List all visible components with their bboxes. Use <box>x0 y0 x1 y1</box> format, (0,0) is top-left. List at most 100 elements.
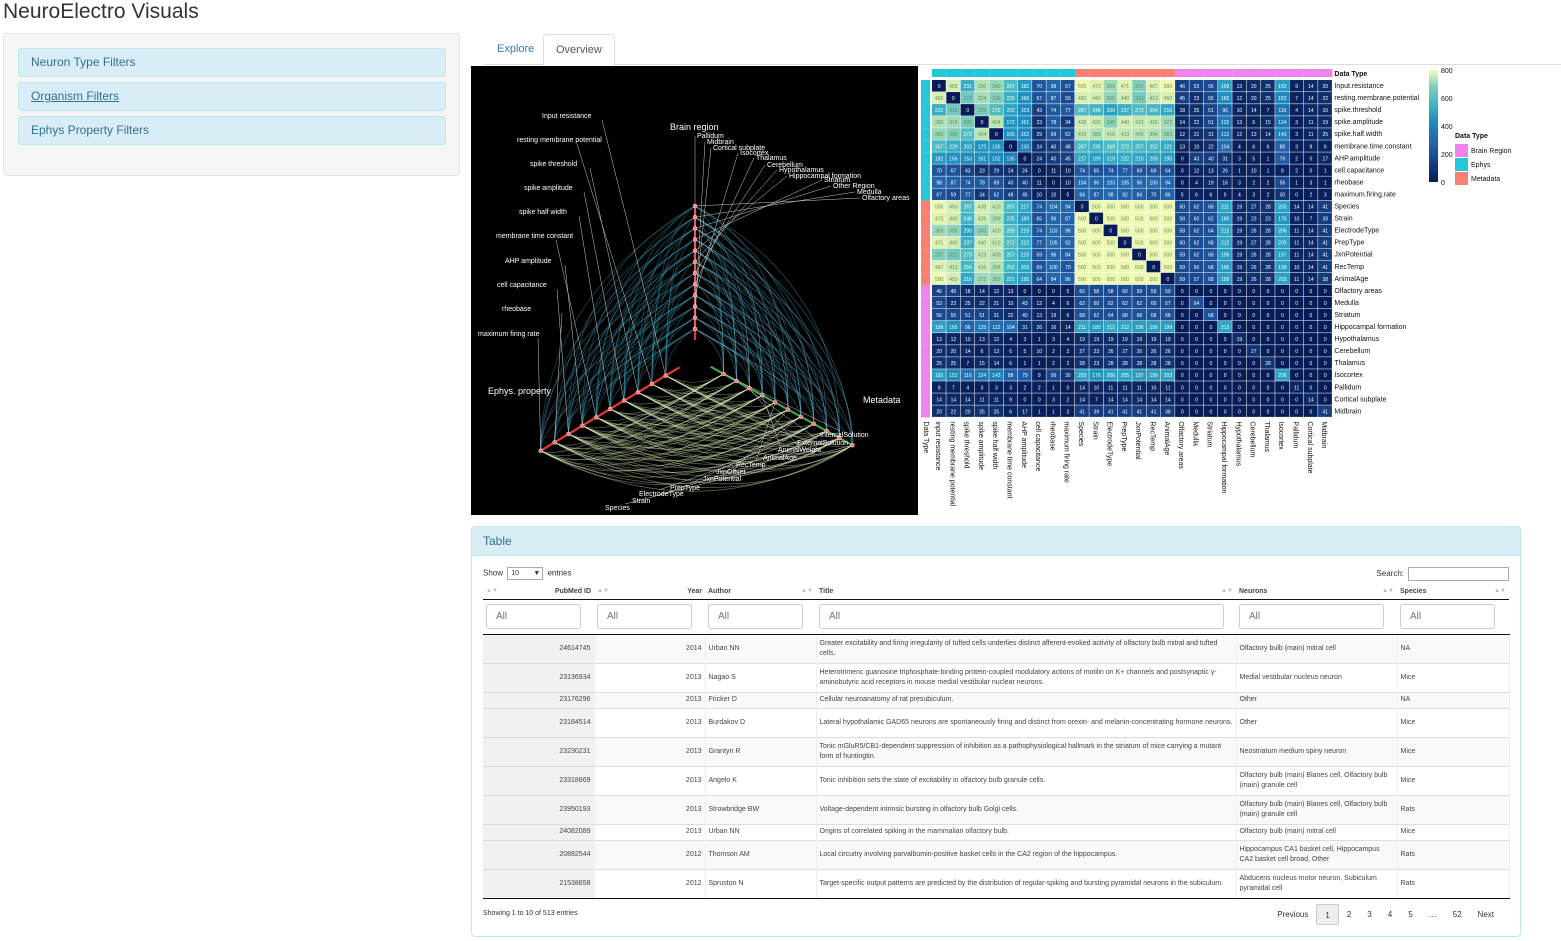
heatmap-cell-value: 195 <box>1021 277 1030 283</box>
heatmap-cell <box>1232 296 1247 309</box>
pager-page-2[interactable]: 2 <box>1346 910 1352 919</box>
heatmap-cell-value: 221 <box>1164 144 1173 150</box>
pager-previous[interactable]: Previous <box>1277 910 1309 919</box>
heatmap-cell <box>1175 260 1189 273</box>
column-header-pubmed-id[interactable]: ▲▼ PubMed ID <box>483 585 594 600</box>
pager-page-1[interactable]: 1 <box>1316 904 1339 925</box>
table-row[interactable]: 24082089 2013 Urban NN Origins of correlate… <box>483 823 1510 840</box>
heatmap-cell <box>1232 284 1247 297</box>
heatmap-cell <box>1175 140 1189 152</box>
hive-edge <box>554 328 696 443</box>
tab-explore[interactable]: Explore <box>497 43 535 55</box>
hive-edge <box>540 409 789 472</box>
heatmap-cell <box>1218 224 1232 237</box>
heatmap-cell-value: 196 <box>1221 265 1230 271</box>
pager-page-3[interactable]: 3 <box>1367 910 1372 919</box>
heatmap-column-label: Cortical subplate <box>1306 421 1313 473</box>
heatmap-cell <box>974 405 989 417</box>
heatmap-cell-value: 455 <box>935 96 944 102</box>
heatmap-cell <box>1046 176 1061 188</box>
table-row[interactable]: 23176296 2013 Fricker D Cellular neuroanato… <box>483 691 1510 708</box>
pubmed-id-cell: 23136934 <box>483 662 595 692</box>
table-row[interactable]: 24614745 2014 Urban NN Greater excitability… <box>483 633 1510 663</box>
filter-neurons[interactable] <box>1239 604 1384 629</box>
heatmap-cell-value: 471 <box>935 241 944 247</box>
heatmap-cell <box>1232 308 1247 321</box>
heatmap-cell-value: 500 <box>1149 241 1158 247</box>
heatmap-cell-value: 471 <box>1121 84 1130 90</box>
table-row[interactable]: 23136934 2013 Nagao S Heterotrimeric guanos… <box>483 662 1510 692</box>
table-row[interactable]: 23950193 2013 Strowbridge BW Voltage-depend… <box>483 794 1510 824</box>
filter-year[interactable] <box>597 604 692 629</box>
ephys-property-filters[interactable]: Ephys Property Filters <box>18 116 446 145</box>
heatmap-cell <box>932 164 946 176</box>
hive-edge <box>694 306 802 417</box>
heatmap-cell-value: 74 <box>1108 168 1114 174</box>
pager-page-5[interactable]: 5 <box>1408 910 1413 919</box>
heatmap-column-label: JxnPotential <box>1134 421 1141 460</box>
column-header-title[interactable]: Title ▲▼ <box>816 585 1236 600</box>
entries-length-select[interactable]: 10 <box>507 567 544 580</box>
heatmap-cell-value: 0 <box>1267 313 1270 319</box>
hive-edge <box>582 387 750 437</box>
filter-title[interactable] <box>819 604 1224 629</box>
heatmap-cell-value: 166 <box>1021 96 1030 102</box>
heatmap-cell <box>1203 248 1218 261</box>
heatmap-cell <box>974 272 989 285</box>
brain-region-label: Isocortex <box>740 150 769 157</box>
heatmap-cell <box>1160 128 1175 140</box>
heatmap-cell-value: 165 <box>992 144 1001 150</box>
table-row[interactable]: 20882544 2012 Thomson AM Local circuitry in… <box>483 839 1510 869</box>
heatmap-cell-value: 6 <box>1009 409 1012 415</box>
heatmap-cell <box>1175 345 1189 357</box>
column-header-author[interactable]: Author ▲▼ <box>705 585 816 600</box>
organism-filters[interactable]: Organism Filters <box>18 82 446 111</box>
heatmap-cell <box>960 260 975 273</box>
table-row[interactable]: 23318869 2013 Angelo K Tonic inhibition set… <box>483 765 1510 795</box>
heatmap-cell <box>1003 308 1018 321</box>
pager-page-4[interactable]: 4 <box>1387 910 1393 919</box>
heatmap-cell <box>1303 128 1318 140</box>
search-input[interactable] <box>1408 567 1509 581</box>
filter-author[interactable] <box>708 604 803 629</box>
heatmap-cell <box>989 152 1003 164</box>
heatmap-row-label: JxnPotential <box>1334 252 1373 259</box>
pager-next[interactable]: Next <box>1477 910 1494 919</box>
neuron-type-filters[interactable]: Neuron Type Filters <box>18 48 446 77</box>
heatmap-cell-value: 210 <box>1021 253 1030 259</box>
filter-pubmed-id[interactable] <box>486 604 581 629</box>
heatmap-row-label: Input.resistance <box>1334 83 1384 90</box>
column-header-neurons[interactable]: Neurons ▲▼ <box>1236 585 1397 600</box>
heatmap-cell <box>1260 357 1275 369</box>
heatmap-cell <box>1303 176 1318 188</box>
hive-edge <box>694 317 840 439</box>
heatmap-cell <box>1046 80 1061 92</box>
tab-overview[interactable]: Overview <box>543 34 615 66</box>
column-header-year[interactable]: ▲▼ Year <box>594 585 705 600</box>
heatmap-cell-value: 0 <box>1252 373 1255 379</box>
column-header-species[interactable]: Species ▲▼ <box>1397 585 1509 600</box>
heatmap-cell <box>1289 308 1304 321</box>
heatmap-row-label: spike.amplitude <box>1334 119 1383 126</box>
heatmap-cell-value: 45 <box>1179 96 1185 102</box>
heatmap-cell-value: 11 <box>1051 168 1056 174</box>
heatmap-cell-value: 237 <box>1121 108 1130 114</box>
heatmap-cell-value: 0 <box>1295 301 1298 307</box>
heatmap-cell-value: 14 <box>1137 397 1143 403</box>
heatmap-cell-value: 9 <box>1281 168 1284 174</box>
column-type-bar <box>1032 69 1047 77</box>
heatmap-cell <box>1032 345 1046 357</box>
table-row[interactable]: 21538658 2012 Spruston N Target-specific ou… <box>483 868 1510 899</box>
heatmap-cell-value: 450 <box>1164 96 1173 102</box>
pager-page-52[interactable]: 52 <box>1452 910 1462 919</box>
heatmap-canvas: 0 455 231 390 360 267 182 70 98 67 500 473 369 471 337… <box>921 68 1512 507</box>
species-cell: NA <box>1397 633 1510 663</box>
filter-species[interactable] <box>1400 604 1495 629</box>
table-row[interactable]: 23230231 2013 Grantyn R Tonic mGluR5/CB1-de… <box>483 736 1510 766</box>
heatmap-cell-value: 14 <box>1079 385 1085 391</box>
heatmap-cell <box>989 212 1003 225</box>
heatmap-cell-value: 0 <box>1310 168 1313 174</box>
heatmap-cell-value: 0 <box>1038 289 1041 295</box>
table-row[interactable]: 23184514 2013 Burdakov D Lateral hypothalam… <box>483 707 1510 737</box>
heatmap-cell-value: 58 <box>1094 289 1100 295</box>
